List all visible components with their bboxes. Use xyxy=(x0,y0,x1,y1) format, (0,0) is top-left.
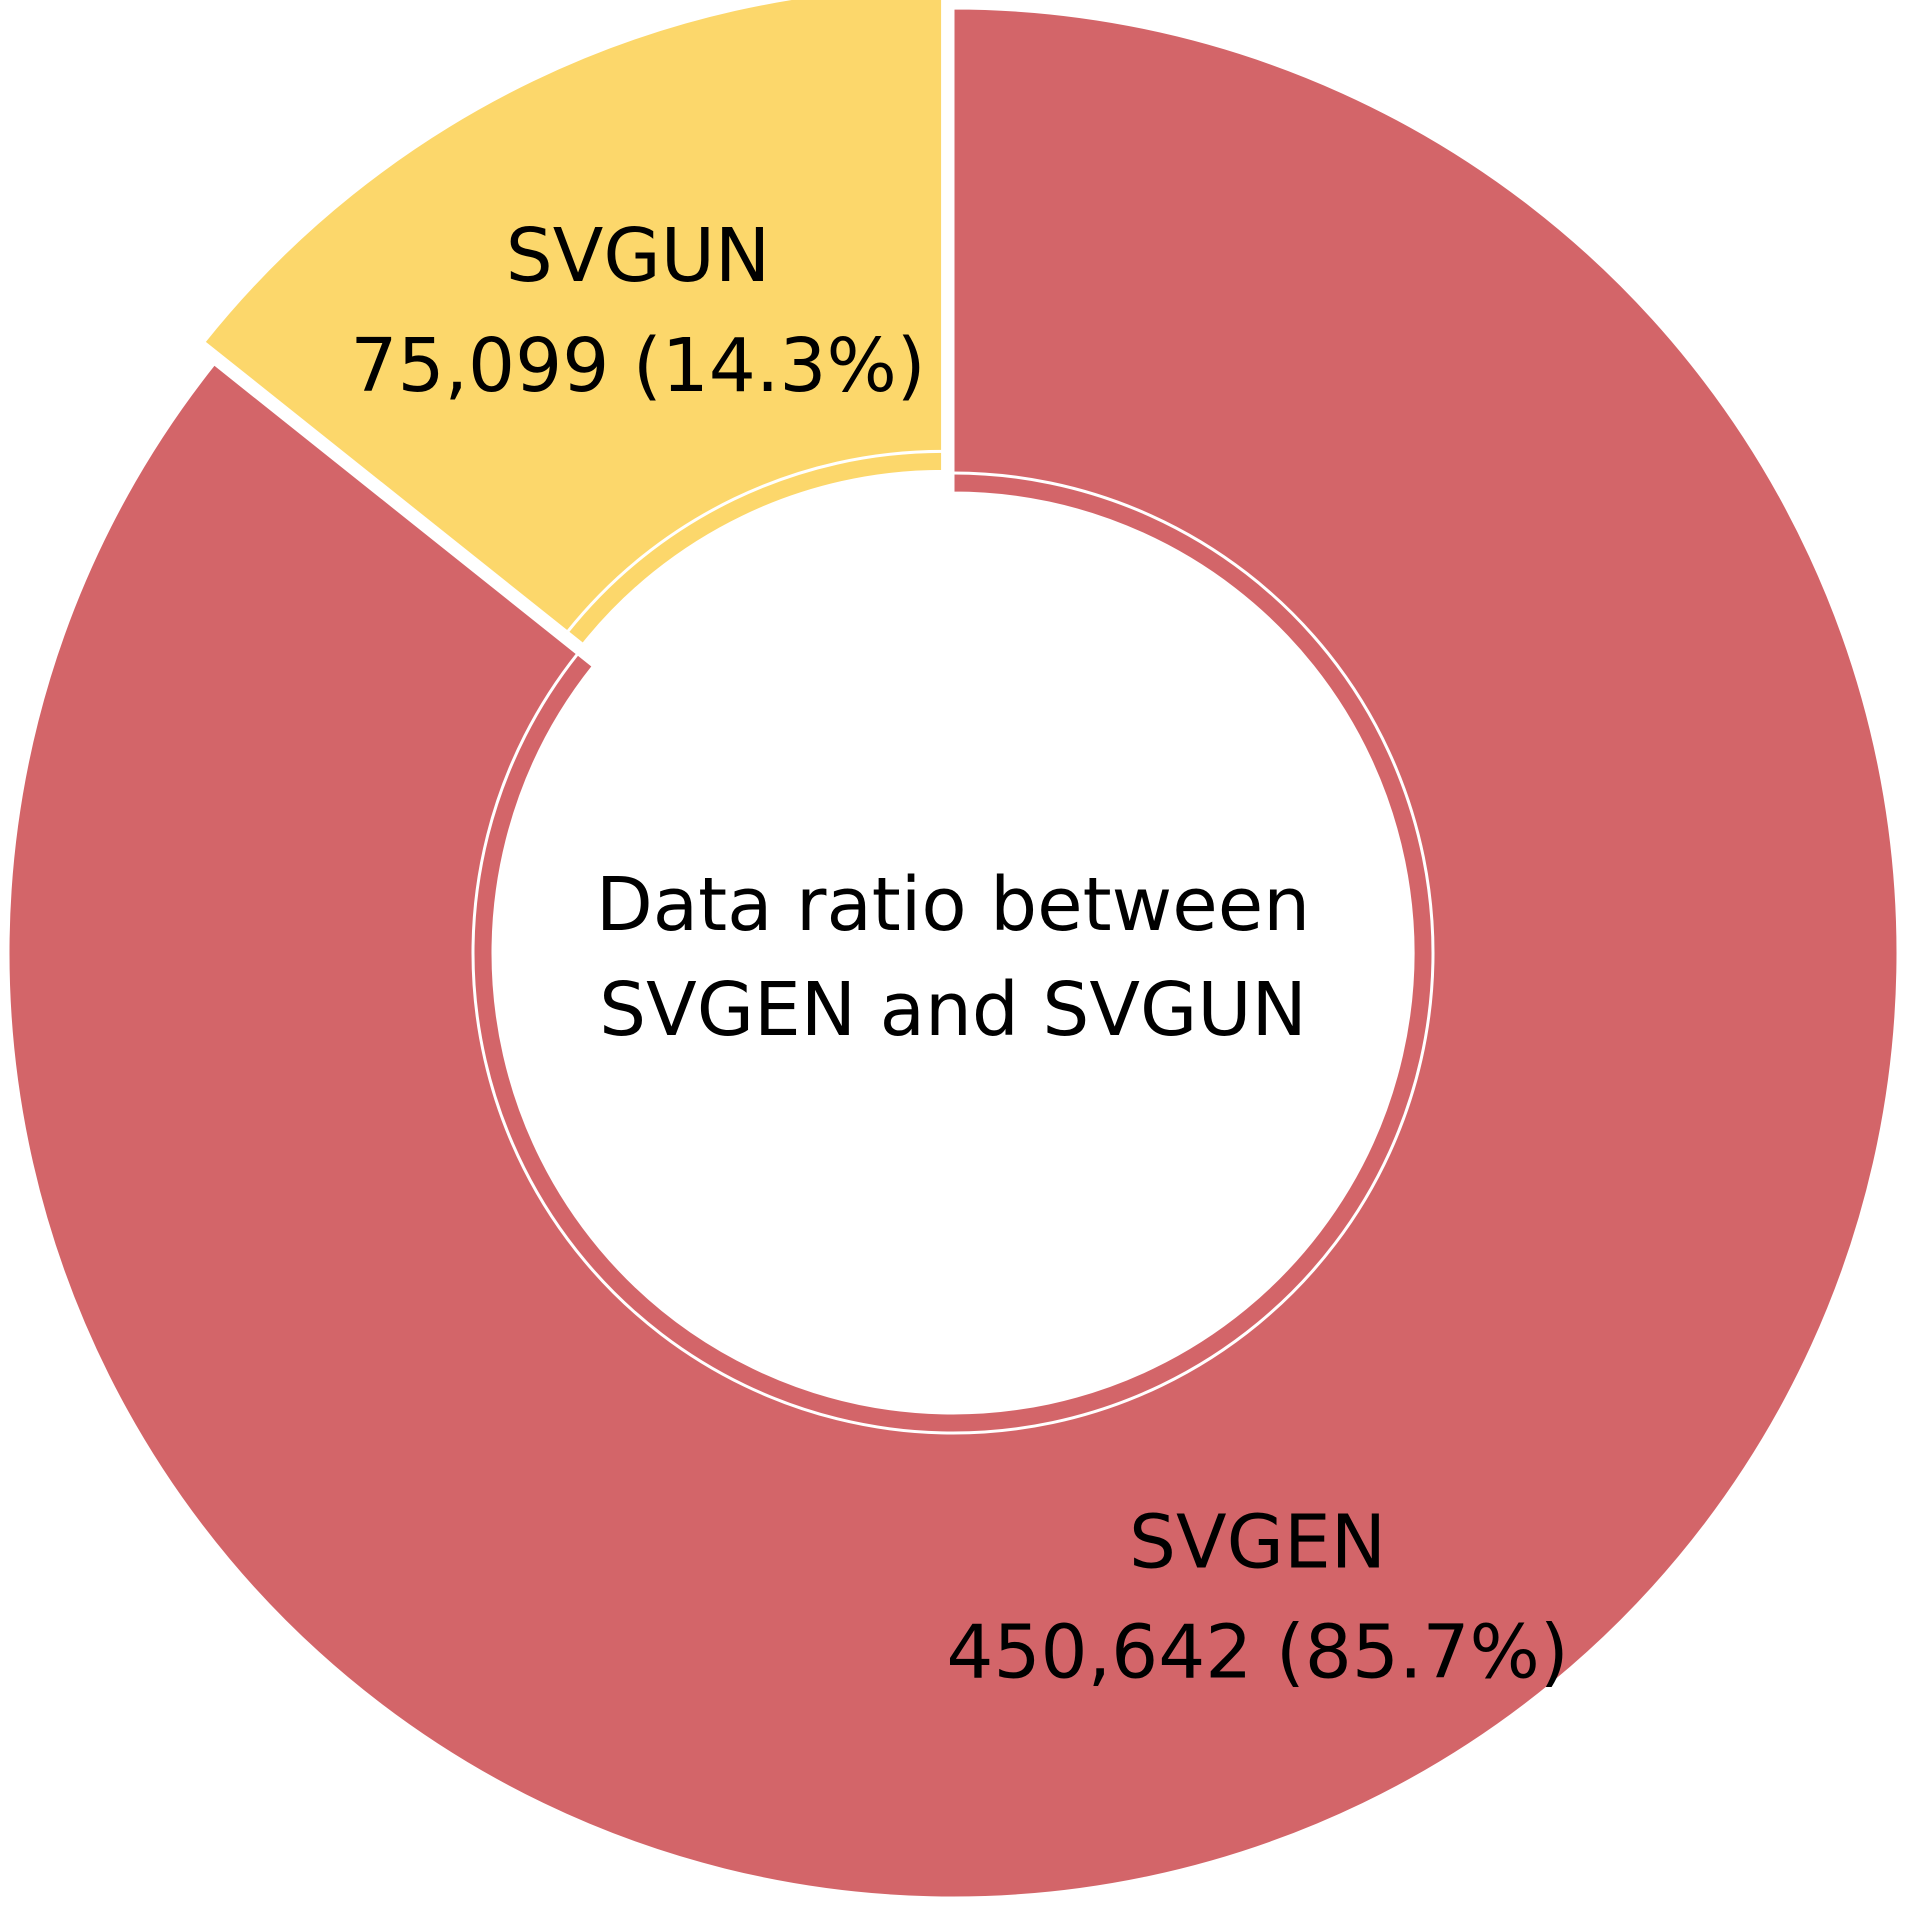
center-title-line-2: SVGEN and SVGUN xyxy=(599,967,1307,1053)
slice-ring-svgun xyxy=(566,449,943,634)
center-title-line-1: Data ratio between xyxy=(596,862,1310,948)
slice-value-svgun: 75,099 (14.3%) xyxy=(350,323,925,409)
slice-value-svgen: 450,642 (85.7%) xyxy=(946,1609,1568,1695)
slice-ring-svgen xyxy=(471,471,1435,1435)
slice-label-svgun: SVGUN xyxy=(506,213,770,299)
slice-svgen xyxy=(6,6,1900,1900)
center-title: Data ratio between SVGEN and SVGUN xyxy=(596,862,1310,1053)
slice-label-svgen: SVGEN xyxy=(1129,1499,1386,1585)
slice-svgun xyxy=(201,0,945,647)
slices-layer xyxy=(6,0,1900,1900)
slice-labels: SVGEN 450,642 (85.7%) SVGUN 75,099 (14.3%) xyxy=(350,213,1568,1696)
